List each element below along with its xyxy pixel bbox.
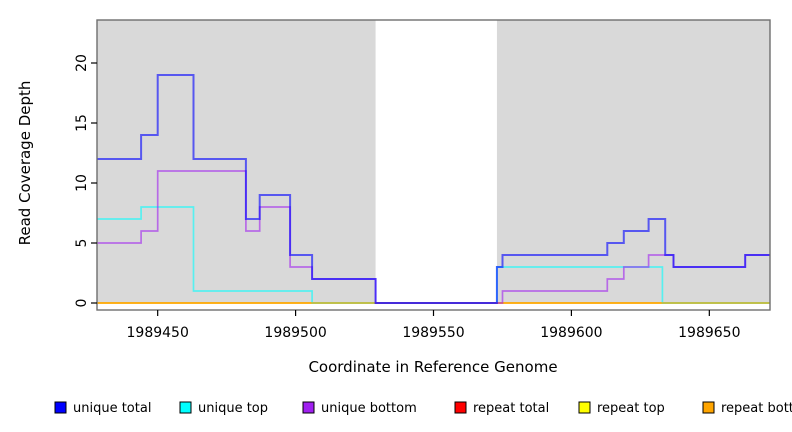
legend-swatch — [578, 401, 591, 414]
x-tick-label: 1989500 — [264, 325, 326, 341]
y-tick-label: 15 — [74, 114, 90, 132]
series-lines — [97, 74, 770, 304]
panel-background-regions — [97, 20, 770, 303]
y-tick-label: 5 — [74, 239, 90, 248]
legend-item-repeat-total: repeat total — [454, 401, 549, 416]
y-tick-label: 20 — [74, 54, 90, 72]
legend-item-repeat-bottom: repeat bottom — [702, 401, 792, 416]
legend-item-unique-bottom: unique bottom — [302, 401, 417, 416]
y-axis-ticks: 0 5 10 15 20 — [74, 54, 97, 307]
y-tick-label: 10 — [74, 174, 90, 192]
legend-swatch — [454, 401, 467, 414]
x-tick-label: 1989450 — [127, 325, 189, 341]
legend-label: repeat bottom — [721, 401, 792, 416]
x-axis-title: Coordinate in Reference Genome — [308, 358, 557, 376]
legend-swatch — [179, 401, 192, 414]
x-axis-ticks: 1989450 1989500 1989550 1989600 1989650 — [127, 310, 740, 341]
legend-label: unique top — [198, 401, 268, 416]
x-tick-label: 1989550 — [402, 325, 464, 341]
legend-swatch — [54, 401, 67, 414]
legend-item-unique-total: unique total — [54, 401, 151, 416]
x-tick-label: 1989650 — [678, 325, 740, 341]
legend-label: unique bottom — [321, 401, 417, 416]
legend-swatch — [302, 401, 315, 414]
y-tick-label: 0 — [74, 299, 90, 308]
panel-gray-region — [97, 20, 376, 303]
series-line-unique-total — [97, 74, 770, 304]
legend: unique total unique top unique bottom repea… — [54, 401, 792, 416]
series-line-unique-top — [97, 206, 770, 304]
x-tick-label: 1989600 — [540, 325, 602, 341]
legend-label: repeat top — [597, 401, 665, 416]
legend-item-unique-top: unique top — [179, 401, 268, 416]
panel-gray-region — [496, 20, 770, 303]
legend-label: repeat total — [473, 401, 549, 416]
legend-swatch — [702, 401, 715, 414]
legend-item-repeat-top: repeat top — [578, 401, 665, 416]
y-axis-title: Read Coverage Depth — [16, 81, 34, 246]
legend-label: unique total — [73, 401, 151, 416]
